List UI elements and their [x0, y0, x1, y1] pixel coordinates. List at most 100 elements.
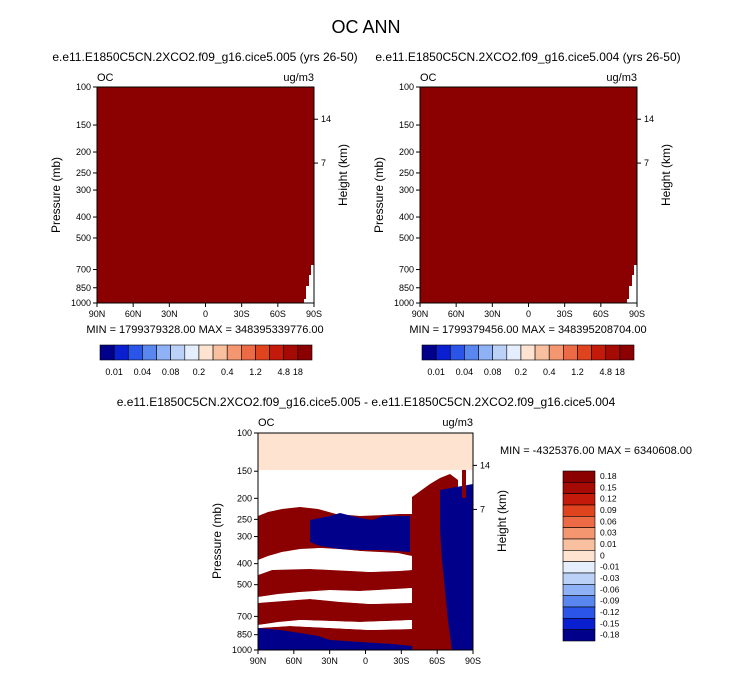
- panel-1-min-max: MIN = 1799379328.00 MAX = 348395339776.0…: [86, 324, 323, 336]
- colorbar-label: 0.04: [456, 367, 474, 377]
- colorbar-box: [562, 584, 596, 596]
- colorbar-box: [99, 344, 115, 361]
- right-tick-label: 7: [480, 504, 485, 514]
- y-tick-label: 100: [399, 82, 414, 92]
- y-tick-label: 500: [399, 233, 414, 243]
- colorbar-label: 1.2: [571, 367, 584, 377]
- y-tick-label: 300: [76, 185, 91, 195]
- panel-1-title: e.e11.E1850C5CN.2XCO2.f09_g16.cice5.005 …: [52, 50, 357, 64]
- panel-2-field: [420, 87, 637, 303]
- x-tick-label: 60N: [286, 656, 303, 666]
- colorbar-box: [269, 344, 285, 361]
- y-tick-label: 400: [76, 212, 91, 222]
- x-tick-label: 30N: [161, 309, 178, 319]
- colorbar-label: -0.18: [600, 630, 620, 640]
- colorbar-label: 18: [293, 367, 303, 377]
- colorbar-label: 0.01: [427, 367, 445, 377]
- colorbar-box: [562, 561, 596, 574]
- y-tick-label: 150: [76, 120, 91, 130]
- panel-2-ylabel-right: Height (km): [659, 144, 673, 206]
- y-tick-label: 1000: [232, 645, 252, 655]
- panel-3-colorbar: 0.180.150.120.090.060.030.010-0.01-0.03-…: [562, 470, 620, 642]
- colorbar-label: 0.09: [600, 505, 617, 515]
- colorbar-label: 4.8: [277, 367, 290, 377]
- panel-2: e.e11.E1850C5CN.2XCO2.f09_g16.cice5.004 …: [372, 50, 681, 377]
- x-tick-label: 90S: [465, 656, 481, 666]
- colorbar-box: [255, 344, 270, 361]
- colorbar-label: 0.01: [600, 539, 617, 549]
- colorbar-box: [562, 470, 596, 483]
- y-tick-label: 1000: [394, 298, 414, 308]
- colorbar-box: [184, 344, 200, 361]
- panel-1-right-label: ug/m3: [283, 72, 314, 84]
- x-tick-label: 30S: [234, 309, 250, 319]
- diff-white-gap-2: [258, 588, 412, 604]
- colorbar-box: [591, 344, 607, 361]
- colorbar-box: [562, 493, 596, 506]
- colorbar-box: [563, 344, 578, 361]
- right-tick-label: 7: [321, 158, 326, 168]
- right-tick-label: 14: [480, 460, 490, 470]
- y-tick-label: 1000: [71, 298, 91, 308]
- colorbar-label: 0.04: [134, 367, 152, 377]
- colorbar-box: [562, 504, 596, 517]
- colorbar-label: 0.03: [600, 528, 617, 538]
- colorbar-box: [435, 344, 451, 361]
- y-tick-label: 500: [237, 580, 252, 590]
- colorbar-box: [170, 344, 186, 361]
- colorbar-label: 4.8: [599, 367, 612, 377]
- right-tick-label: 14: [321, 114, 331, 124]
- colorbar-box: [577, 344, 592, 361]
- panel-1: e.e11.E1850C5CN.2XCO2.f09_g16.cice5.005 …: [49, 50, 358, 377]
- colorbar-box: [226, 344, 242, 361]
- colorbar-label: 0.15: [600, 482, 617, 492]
- colorbar-label: 0.08: [484, 367, 502, 377]
- y-tick-label: 400: [237, 559, 252, 569]
- y-tick-label: 500: [76, 233, 91, 243]
- x-tick-label: 60S: [593, 309, 609, 319]
- diff-blue-bottom: [258, 628, 330, 650]
- panel-2-min-max: MIN = 1799379456.00 MAX = 348395208704.0…: [409, 324, 646, 336]
- panel-3-field: [258, 433, 473, 650]
- x-tick-label: 90N: [89, 309, 106, 319]
- colorbar-label: 0.12: [600, 494, 617, 504]
- panel-3-title: e.e11.E1850C5CN.2XCO2.f09_g16.cice5.005 …: [117, 395, 616, 409]
- y-tick-label: 150: [237, 466, 252, 476]
- panel-1-colorbar: 0.01 0.04 0.08 0.2 0.4 1.2 4.8 18: [99, 344, 313, 377]
- colorbar-box: [548, 344, 564, 361]
- x-tick-label: 30N: [321, 656, 338, 666]
- colorbar-box: [421, 344, 437, 361]
- panel-2-right-label: ug/m3: [606, 72, 637, 84]
- colorbar-box: [492, 344, 508, 361]
- panel-2-left-label: OC: [420, 72, 437, 84]
- y-tick-label: 200: [237, 493, 252, 503]
- x-tick-label: 90N: [412, 309, 429, 319]
- colorbar-box: [297, 344, 313, 361]
- colorbar-label: -0.15: [600, 618, 620, 628]
- y-tick-label: 200: [399, 147, 414, 157]
- x-tick-label: 60N: [448, 309, 465, 319]
- y-tick-label: 100: [76, 82, 91, 92]
- panel-3-ylabel: Pressure (mb): [210, 503, 224, 579]
- colorbar-box: [562, 595, 596, 608]
- diff-blue-bottom-2: [330, 640, 412, 650]
- colorbar-box: [562, 629, 596, 642]
- y-tick-label: 250: [237, 514, 252, 524]
- x-tick-label: 0: [363, 656, 368, 666]
- diff-red-lower: [258, 599, 412, 625]
- colorbar-label: -0.06: [600, 584, 620, 594]
- right-tick-label: 7: [644, 158, 649, 168]
- y-tick-label: 300: [237, 532, 252, 542]
- colorbar-label: 18: [615, 367, 625, 377]
- colorbar-box: [142, 344, 157, 361]
- diff-blue-right: [440, 484, 473, 650]
- colorbar-box: [478, 344, 493, 361]
- y-tick-label: 850: [399, 283, 414, 293]
- x-tick-label: 90N: [250, 656, 267, 666]
- y-tick-label: 850: [237, 630, 252, 640]
- x-tick-label: 0: [203, 309, 208, 319]
- colorbar-box: [449, 344, 465, 361]
- x-tick-label: 60N: [125, 309, 142, 319]
- diff-spike-3: [462, 470, 466, 498]
